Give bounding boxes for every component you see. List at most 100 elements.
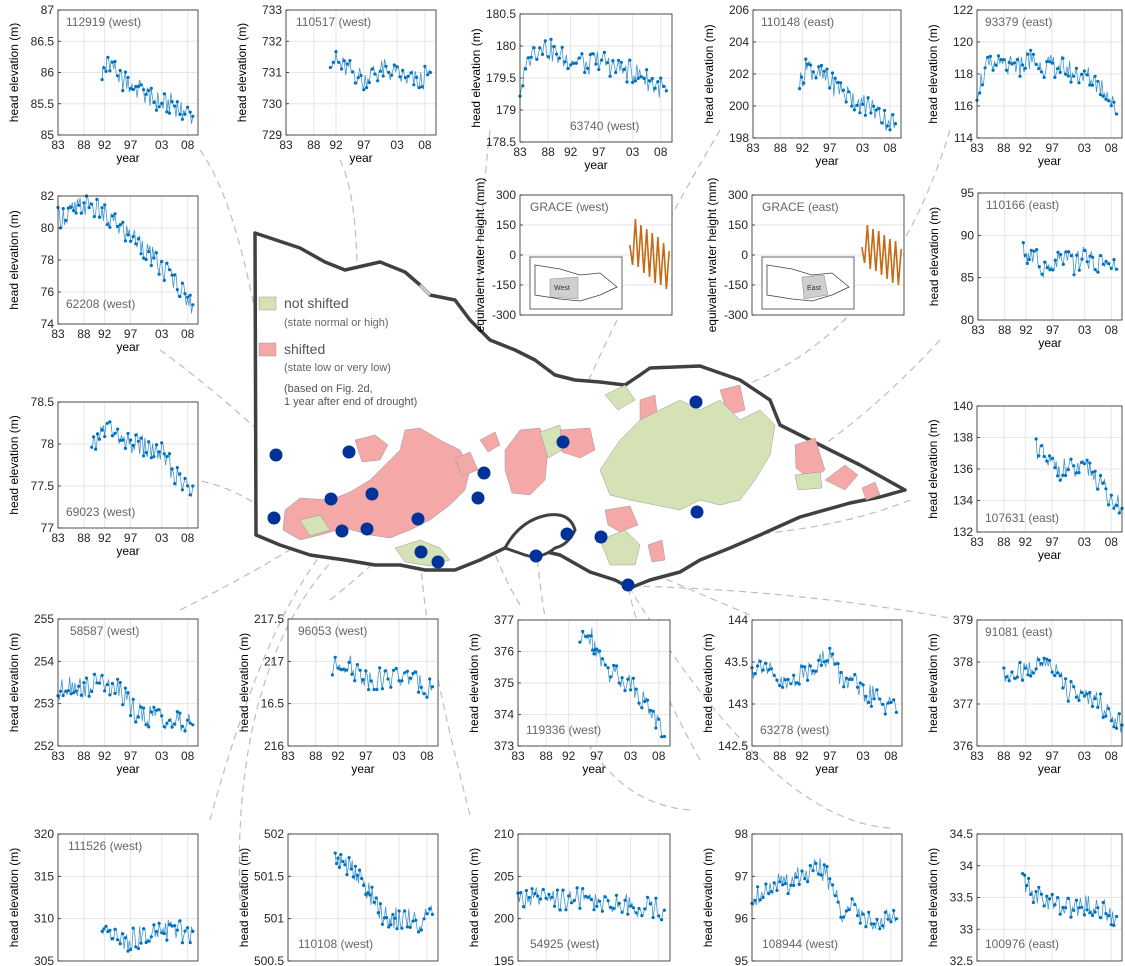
- data-point: [387, 70, 391, 75]
- plot-panel: 132 134 136 138 140 83 88 92 97 03 08 year head elev…: [926, 399, 1124, 562]
- data-point: [1090, 913, 1095, 918]
- data-point: [113, 431, 117, 435]
- y-tick-label: 217.5: [254, 612, 284, 626]
- data-point: [1109, 493, 1113, 497]
- y-tick-label: 310: [34, 912, 54, 926]
- data-point: [1034, 62, 1038, 66]
- data-point: [553, 904, 557, 908]
- data-point: [833, 894, 837, 898]
- data-point: [881, 924, 885, 928]
- data-point: [1061, 56, 1065, 60]
- data-point: [1077, 471, 1081, 475]
- panel-label: 107631 (east): [985, 511, 1059, 525]
- data-point: [1088, 690, 1092, 695]
- axes-box: [287, 833, 439, 962]
- axes-box: [287, 618, 439, 747]
- y-axis-label: head elevation (m): [7, 848, 21, 947]
- x-tick-label: 03: [155, 327, 169, 341]
- data-point: [121, 438, 125, 442]
- data-point: [1064, 72, 1068, 76]
- axes-box: [57, 618, 199, 747]
- y-tick-label: 300: [496, 188, 516, 202]
- y-tick-label: 136: [953, 462, 973, 476]
- x-tick-label: 97: [823, 141, 837, 155]
- data-point: [856, 914, 860, 918]
- data-point: [769, 667, 774, 671]
- data-point: [412, 83, 416, 87]
- data-point: [366, 891, 370, 895]
- panel-label: 119336 (west): [526, 723, 601, 737]
- station-marker: [335, 524, 349, 538]
- x-tick-label: 08: [884, 964, 898, 966]
- y-tick-label: 134: [953, 494, 973, 508]
- data-point: [1088, 254, 1092, 258]
- station-marker: [267, 511, 281, 525]
- data-point: [408, 925, 412, 930]
- data-point: [1053, 258, 1057, 262]
- data-point: [1093, 469, 1097, 473]
- data-point: [1069, 680, 1073, 684]
- data-point: [1061, 686, 1065, 690]
- data-point: [1066, 896, 1070, 901]
- data-point: [400, 926, 404, 930]
- data-point: [803, 877, 807, 881]
- data-point: [392, 63, 396, 67]
- data-point: [339, 853, 343, 857]
- panel-label: 63278 (west): [760, 723, 829, 737]
- data-point: [833, 76, 837, 80]
- station-marker: [342, 445, 356, 459]
- data-point: [426, 73, 430, 77]
- data-point: [581, 629, 585, 634]
- legend-shifted: shifted: [284, 341, 325, 357]
- data-point: [1045, 266, 1049, 270]
- data-point: [116, 74, 120, 78]
- data-point: [620, 910, 624, 914]
- y-axis-label: head elevation (m): [701, 848, 715, 947]
- data-point: [789, 682, 793, 686]
- data-point: [1045, 657, 1049, 661]
- data-point: [819, 873, 824, 877]
- x-tick-label: 08: [420, 964, 434, 966]
- data-point: [113, 691, 117, 696]
- data-point: [84, 676, 89, 680]
- data-point: [1034, 667, 1038, 671]
- data-point: [1112, 725, 1116, 729]
- data-point: [1104, 487, 1108, 491]
- data-point: [1058, 70, 1062, 74]
- data-point: [191, 303, 195, 307]
- data-point: [100, 206, 104, 210]
- data-point: [637, 701, 641, 705]
- data-point: [136, 439, 140, 443]
- data-point: [188, 941, 192, 945]
- y-tick-label: 43.5: [725, 655, 749, 669]
- data-point: [103, 434, 107, 439]
- data-point: [64, 218, 68, 222]
- data-point: [422, 917, 426, 921]
- data-point: [183, 112, 187, 116]
- data-point: [819, 63, 824, 68]
- data-point: [90, 445, 94, 449]
- data-point: [121, 220, 125, 224]
- data-point: [850, 104, 854, 108]
- y-tick-label: 98: [735, 827, 749, 841]
- data-point: [875, 917, 879, 922]
- data-point: [1013, 61, 1017, 65]
- plot-area: [978, 193, 1122, 320]
- data-point: [160, 931, 164, 935]
- data-point: [1023, 666, 1027, 670]
- data-point: [411, 919, 415, 923]
- data-point: [598, 899, 602, 903]
- data-point: [154, 251, 159, 255]
- station-marker: [689, 395, 703, 409]
- x-axis-label: year: [815, 154, 838, 168]
- bay-outline: [502, 513, 577, 558]
- x-tick-label: 88: [541, 145, 555, 159]
- data-point: [999, 58, 1003, 62]
- connector: [420, 552, 471, 816]
- x-tick-label: 92: [796, 141, 810, 155]
- x-tick-label: 83: [970, 535, 984, 549]
- data-point: [167, 718, 172, 723]
- data-point: [165, 721, 169, 726]
- data-point: [633, 79, 638, 83]
